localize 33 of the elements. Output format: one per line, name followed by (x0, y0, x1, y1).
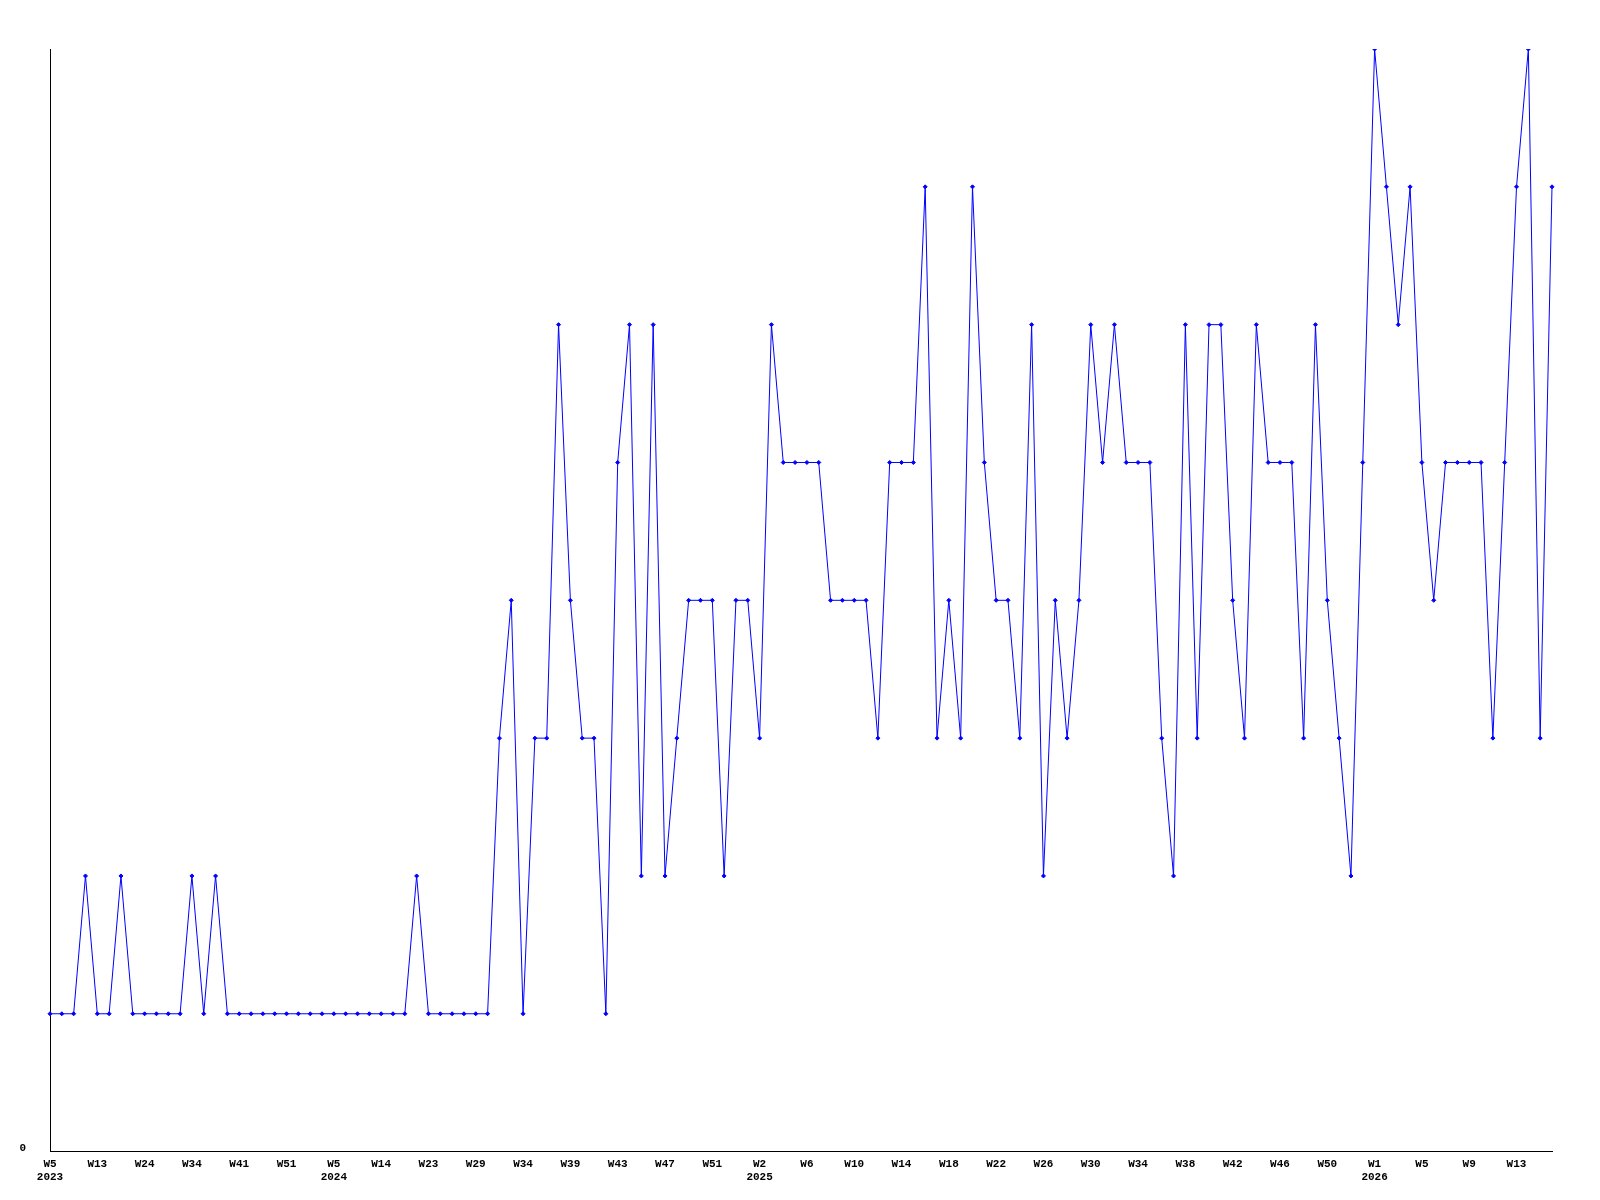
x-tick-label: W39 (560, 1157, 581, 1170)
x-tick-label: W43 (607, 1157, 628, 1170)
x-tick-label: W14 (891, 1157, 912, 1170)
x-tick-label: W46 (1270, 1157, 1290, 1170)
x-tick-label: W50 (1317, 1157, 1338, 1170)
x-tick-label: W51 (276, 1157, 297, 1170)
x-tick-label: W34 (182, 1157, 203, 1170)
x-tick-label: W6 (800, 1157, 814, 1170)
x-tick-label: W30 (1080, 1157, 1101, 1170)
x-tick-label: W14 (371, 1157, 392, 1170)
x-tick-label: W10 (844, 1157, 865, 1170)
x-tick-label: W34 (1128, 1157, 1149, 1170)
x-tick-label: W47 (655, 1157, 675, 1170)
x-tick-label: W5 2024 (320, 1157, 348, 1184)
x-tick-label: W5 2023 (36, 1157, 64, 1184)
x-tick-label: W13 (87, 1157, 108, 1170)
x-tick-label: W2 2025 (746, 1157, 774, 1184)
x-tick-label: W1 2026 (1361, 1157, 1388, 1184)
x-tick-label: W42 (1222, 1157, 1243, 1170)
x-tick-label: W34 (513, 1157, 534, 1170)
x-tick-label: W41 (229, 1157, 250, 1170)
x-tick-label: W9 (1462, 1157, 1476, 1170)
x-tick-label: W18 (938, 1157, 960, 1170)
x-tick-label: W29 (465, 1157, 486, 1170)
x-tick-label: W38 (1175, 1157, 1196, 1170)
x-tick-label: W26 (1033, 1157, 1054, 1170)
x-tick-label: W22 (986, 1157, 1007, 1170)
x-tick-label: W13 (1506, 1157, 1527, 1170)
x-tick-label: W5 (1415, 1157, 1429, 1170)
text: 0 (19, 1142, 26, 1155)
x-tick-label: W51 (702, 1157, 723, 1170)
x-tick-label: W24 (134, 1157, 155, 1170)
x-tick-label: W23 (418, 1157, 439, 1170)
